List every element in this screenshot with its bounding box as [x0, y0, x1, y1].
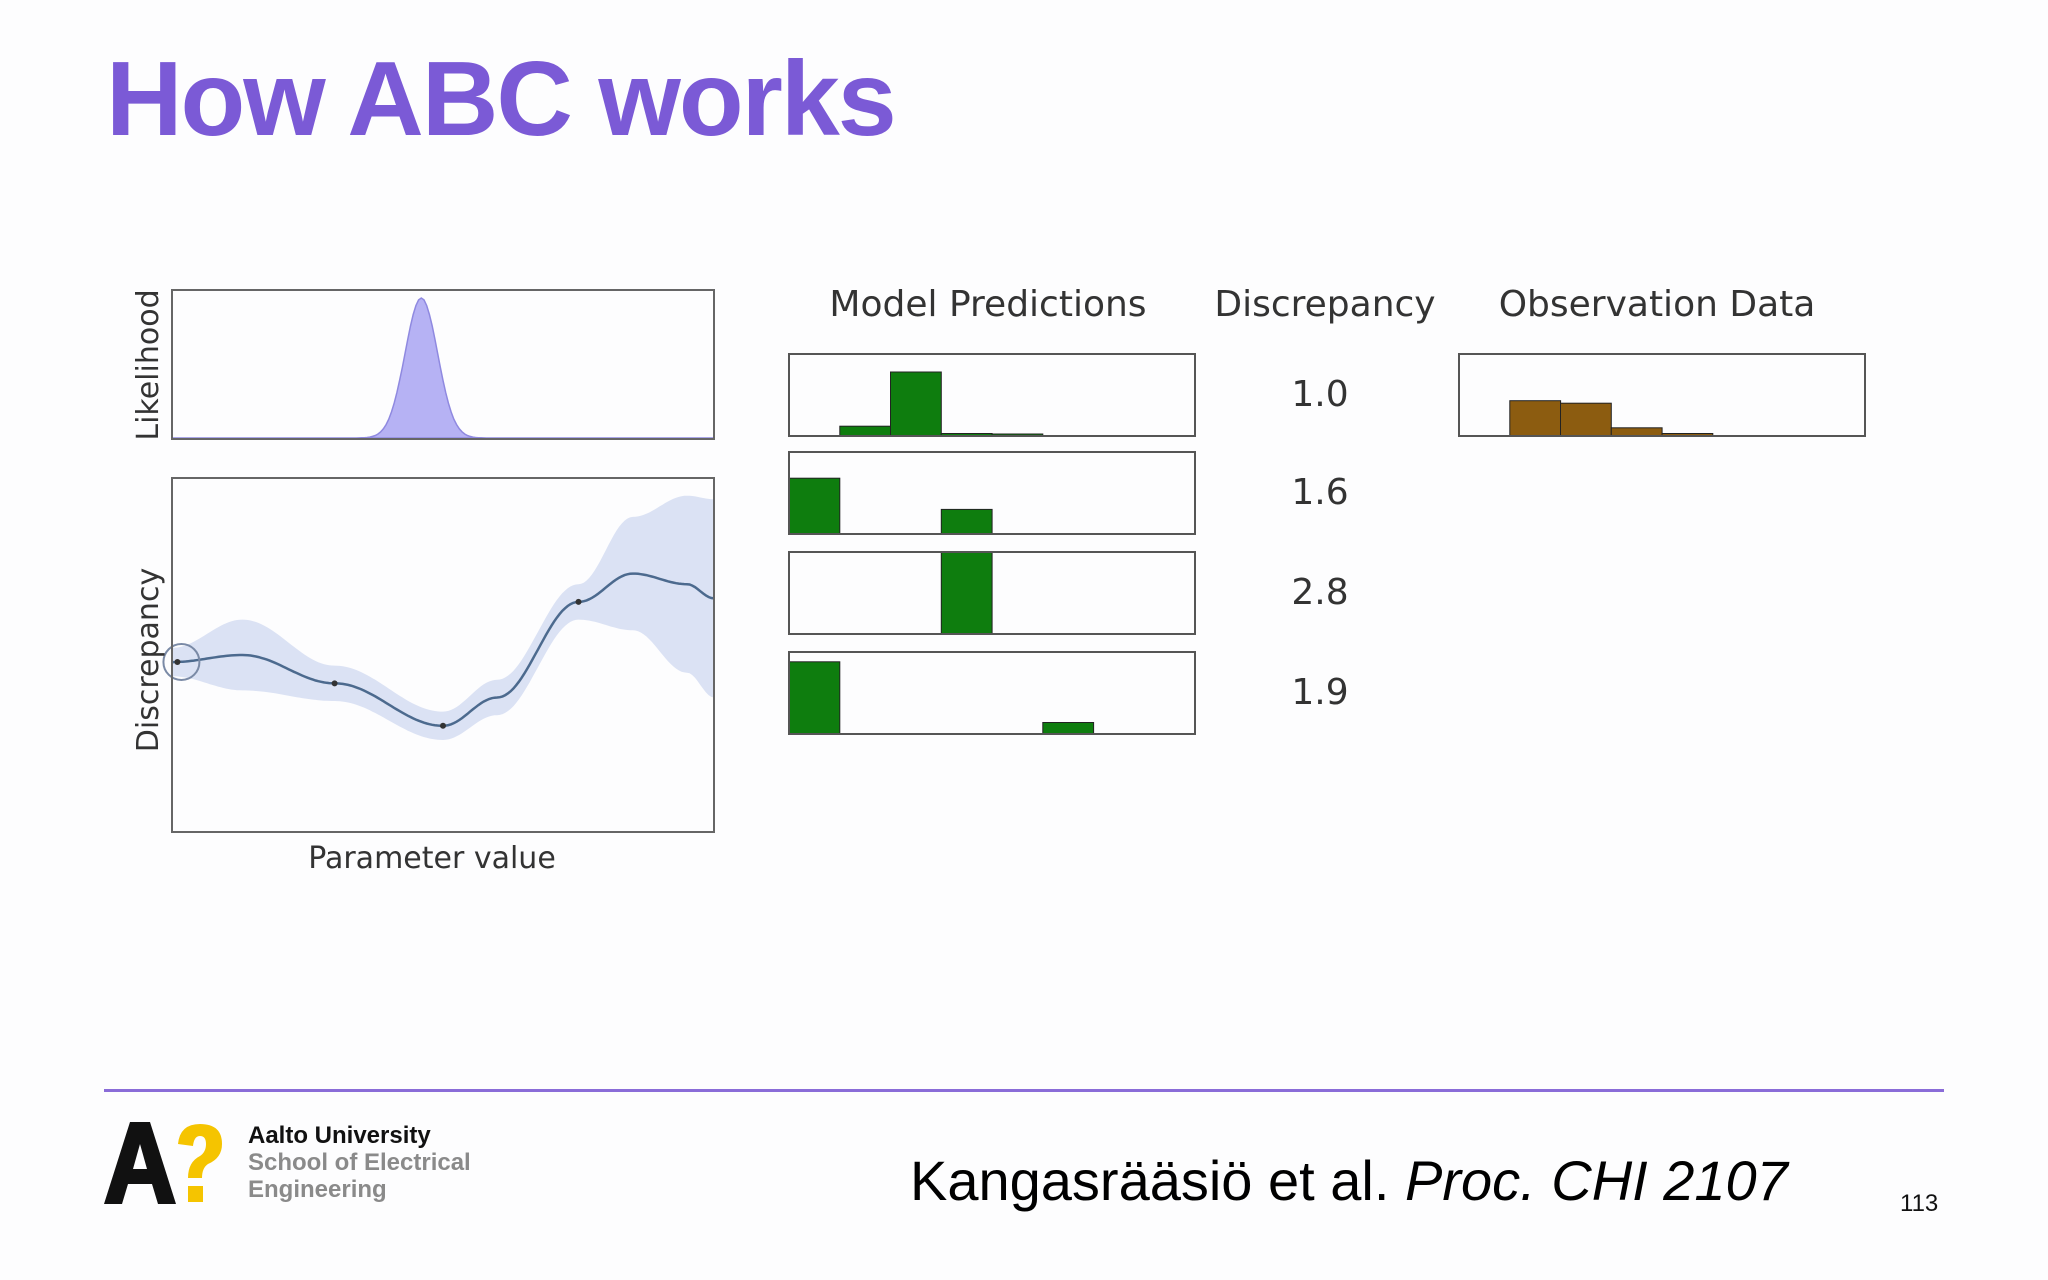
slide-title: How ABC works: [106, 40, 897, 158]
current-sample-marker: [162, 642, 201, 681]
discrepancy-value-0: 1.0: [1291, 374, 1348, 415]
discrepancy-frame: [171, 477, 715, 833]
prediction-row-3: 1.9: [788, 651, 1349, 735]
sample-point-2: [440, 722, 446, 729]
prediction-1-frame: [788, 451, 1196, 535]
likelihood-curve: [172, 297, 714, 439]
prediction-3-bar-0: [788, 661, 841, 735]
likelihood-panel: Likelihood: [131, 289, 715, 441]
prediction-1-bar-0: [788, 477, 841, 535]
discrepancy-axis-label: Discrepancy: [131, 568, 166, 752]
prediction-row-2: 2.8: [788, 551, 1349, 635]
likelihood-frame: [171, 289, 715, 440]
prediction-row-0: 1.0: [788, 353, 1349, 437]
citation: Kangasrääsiö et al. Proc. CHI 2107: [910, 1148, 1788, 1213]
discrepancy-panel: Discrepancy Parameter value: [131, 477, 715, 876]
prediction-0-bar-1: [839, 425, 892, 437]
footer-rule: [104, 1089, 1944, 1092]
discrepancy-value-1: 1.6: [1291, 472, 1348, 513]
university-name: Aalto University: [248, 1122, 431, 1149]
observation-bar-1: [1509, 400, 1562, 437]
header-observation-data: Observation Data: [1499, 284, 1816, 325]
prediction-0-bar-2: [890, 371, 942, 437]
school-name-line1: School of Electrical: [248, 1149, 471, 1176]
observation-frame: [1458, 353, 1866, 437]
school-name-line2: Engineering: [248, 1176, 387, 1203]
sample-point-1: [331, 680, 338, 687]
likelihood-axis-label: Likelihood: [131, 289, 166, 440]
prediction-2-frame: [788, 551, 1196, 635]
discrepancy-value-3: 1.9: [1291, 672, 1348, 713]
observation-bar-2: [1560, 402, 1612, 437]
sample-point-3: [575, 598, 582, 605]
header-discrepancy: Discrepancy: [1214, 284, 1435, 325]
citation-authors: Kangasrääsiö et al.: [910, 1149, 1405, 1212]
header-model-predictions: Model Predictions: [829, 284, 1146, 325]
discrepancy-value-2: 2.8: [1291, 572, 1348, 613]
prediction-rows: 1.0 1.6 2.8 1.9: [788, 353, 1349, 735]
page-number: 113: [1900, 1190, 1939, 1217]
prediction-2-bar-3: [940, 551, 993, 635]
citation-venue: Proc. CHI 2107: [1404, 1149, 1788, 1212]
aalto-wordmark: Aalto University School of Electrical En…: [248, 1122, 471, 1203]
observation-histogram: [1458, 353, 1866, 437]
prediction-3-frame: [788, 651, 1196, 735]
prediction-0-frame: [788, 353, 1196, 437]
prediction-1-bar-3: [940, 508, 993, 535]
aalto-logo: [104, 1122, 222, 1204]
prediction-3-bar-5: [1042, 722, 1095, 735]
parameter-axis-label: Parameter value: [308, 841, 556, 876]
sample-point-0: [174, 658, 181, 665]
prediction-row-1: 1.6: [788, 451, 1349, 535]
discrepancy-confidence-band: [172, 495, 714, 740]
observation-bar-3: [1610, 427, 1663, 437]
